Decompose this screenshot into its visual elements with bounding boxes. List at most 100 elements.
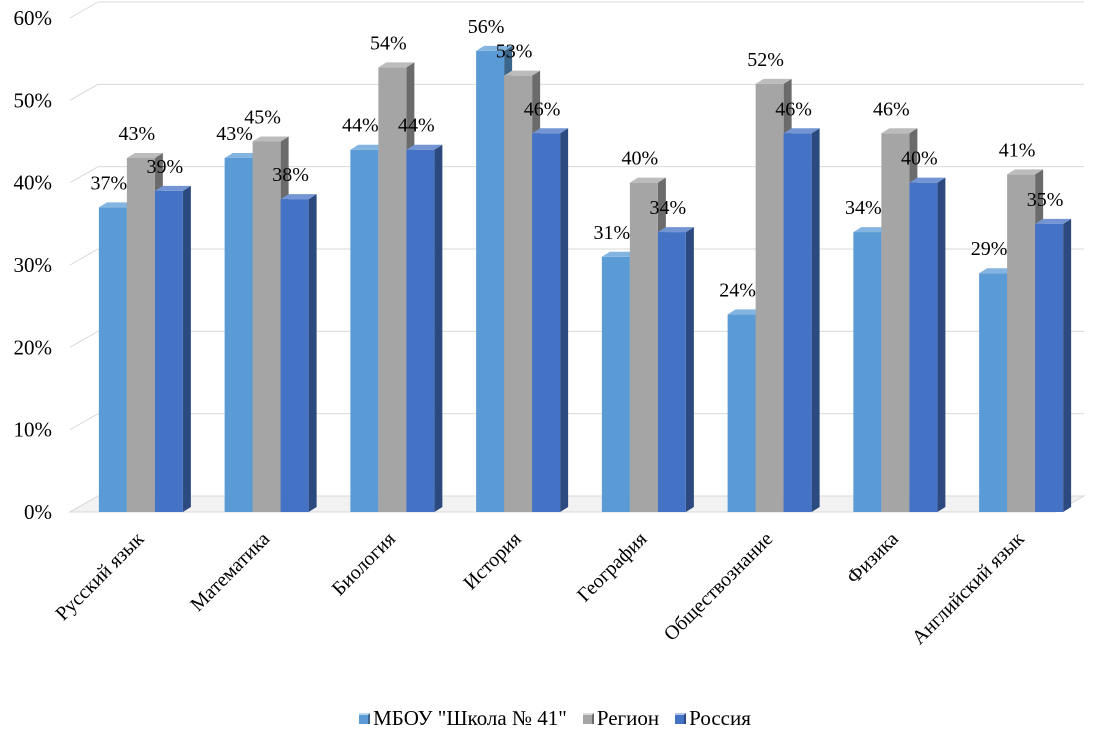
bar-top bbox=[224, 152, 261, 158]
data-label: 41% bbox=[999, 139, 1036, 161]
bar-top bbox=[504, 70, 541, 76]
legend-label-russia: Россия bbox=[689, 706, 751, 730]
bar-top bbox=[280, 194, 317, 200]
bar bbox=[224, 157, 253, 512]
y-tick-label: 20% bbox=[14, 335, 53, 359]
bar bbox=[853, 232, 882, 513]
legend-swatch-region bbox=[582, 713, 594, 724]
bar bbox=[881, 133, 910, 512]
data-label: 34% bbox=[650, 197, 687, 219]
x-tick-label: Физика bbox=[843, 528, 903, 588]
data-label: 46% bbox=[775, 98, 812, 120]
bar-top bbox=[727, 309, 764, 315]
legend-item-school: МБОУ "Школа № 41" bbox=[359, 706, 567, 731]
bar bbox=[755, 83, 784, 512]
gridline-depth bbox=[69, 413, 99, 431]
bar bbox=[532, 133, 561, 512]
x-tick-label: Обществознание bbox=[660, 528, 778, 646]
bar-top bbox=[909, 177, 946, 183]
bar-side bbox=[937, 177, 946, 512]
data-label: 53% bbox=[496, 41, 533, 63]
bar bbox=[783, 133, 812, 512]
bar-top bbox=[350, 144, 387, 150]
bar bbox=[476, 50, 505, 512]
bar-side bbox=[182, 185, 191, 512]
bar-side bbox=[1063, 218, 1072, 513]
bar bbox=[629, 182, 658, 512]
x-tick-label: Биология bbox=[328, 528, 400, 600]
data-label: 44% bbox=[342, 115, 379, 137]
gridline-depth bbox=[69, 1, 99, 19]
bar bbox=[657, 232, 686, 513]
bar bbox=[909, 182, 938, 512]
data-label: 44% bbox=[398, 115, 435, 137]
bar-top bbox=[406, 144, 443, 150]
data-label: 34% bbox=[845, 197, 882, 219]
bar-side bbox=[685, 227, 694, 513]
bar bbox=[378, 67, 407, 513]
data-label: 24% bbox=[719, 279, 756, 301]
gridline-depth bbox=[69, 83, 99, 101]
legend-swatch-russia bbox=[675, 713, 687, 724]
bar bbox=[1035, 223, 1064, 513]
data-label: 43% bbox=[119, 123, 156, 145]
bar-top bbox=[853, 227, 890, 233]
bar-top bbox=[601, 251, 638, 257]
bar-side bbox=[308, 194, 317, 512]
data-label: 38% bbox=[272, 164, 309, 186]
bar bbox=[601, 256, 630, 512]
data-label: 29% bbox=[971, 238, 1008, 260]
data-label: 39% bbox=[147, 156, 184, 178]
legend-label-school: МБОУ "Школа № 41" bbox=[373, 706, 567, 730]
data-label: 35% bbox=[1027, 189, 1064, 211]
legend-label-region: Регион bbox=[596, 706, 660, 730]
bar-top bbox=[979, 268, 1016, 274]
legend: МБОУ "Школа № 41" Регион Россия bbox=[0, 706, 1110, 731]
bar-top bbox=[126, 152, 163, 158]
x-tick-label: Английский язык bbox=[908, 528, 1029, 649]
bar bbox=[252, 141, 281, 512]
legend-item-russia: Россия bbox=[675, 706, 751, 731]
x-tick-label: Русский язык bbox=[51, 528, 148, 625]
data-label: 37% bbox=[91, 172, 128, 194]
bar-top bbox=[881, 128, 918, 134]
bar-top bbox=[629, 177, 666, 183]
bar-side bbox=[434, 144, 443, 512]
x-tick-label: История bbox=[459, 528, 525, 594]
x-tick-label: Математика bbox=[186, 528, 274, 616]
data-label: 52% bbox=[747, 49, 784, 71]
bar-top bbox=[252, 136, 289, 142]
bar-top bbox=[755, 78, 792, 84]
bar-top bbox=[476, 45, 513, 51]
y-tick-label: 60% bbox=[14, 6, 53, 30]
bar bbox=[1007, 174, 1036, 512]
bar bbox=[406, 149, 435, 512]
x-tick-label: География bbox=[573, 528, 651, 606]
bar-top bbox=[98, 202, 135, 208]
y-tick-label: 30% bbox=[14, 253, 53, 277]
bar bbox=[98, 207, 127, 512]
bar-top bbox=[783, 128, 820, 134]
bar bbox=[504, 75, 533, 512]
data-label: 54% bbox=[370, 32, 407, 54]
gridline-depth bbox=[69, 248, 99, 266]
y-tick-label: 40% bbox=[14, 171, 53, 195]
data-label: 40% bbox=[901, 148, 938, 170]
data-label: 46% bbox=[524, 98, 561, 120]
bar bbox=[154, 190, 183, 512]
data-label: 56% bbox=[468, 16, 505, 38]
bar bbox=[126, 157, 155, 512]
chart-floor bbox=[68, 495, 1086, 513]
gridline-depth bbox=[69, 166, 99, 184]
bar-top bbox=[378, 62, 415, 68]
data-label: 46% bbox=[873, 98, 910, 120]
bar-top bbox=[1035, 218, 1072, 224]
data-label: 43% bbox=[216, 123, 253, 145]
data-label: 40% bbox=[622, 148, 659, 170]
bar bbox=[979, 273, 1008, 512]
bar bbox=[280, 199, 309, 512]
data-label: 31% bbox=[594, 222, 631, 244]
bar-side bbox=[811, 128, 820, 512]
